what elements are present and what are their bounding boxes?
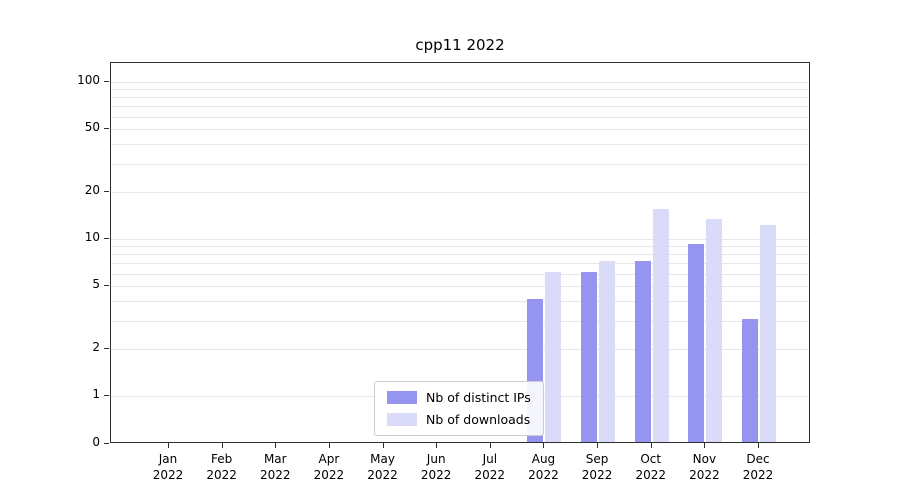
gridline-y-60 (111, 116, 809, 118)
y-tick-label-20: 20 (84, 182, 100, 197)
chart-title: cpp11 2022 (415, 36, 505, 54)
x-tick-mark-jan (168, 443, 169, 448)
gridline-y-7 (111, 263, 809, 265)
x-tick-label-dec: Dec 2022 (742, 452, 774, 482)
gridline-y-6 (111, 273, 809, 275)
gridline-y-10 (111, 239, 809, 240)
bar-downloads-oct (652, 209, 669, 442)
y-tick-mark-10 (104, 238, 109, 239)
x-tick-label-jul: Jul 2022 (474, 452, 506, 482)
x-tick-label-jun: Jun 2022 (420, 452, 452, 482)
gridline-y-40 (111, 144, 809, 146)
y-tick-mark-50 (104, 128, 109, 130)
gridline-y-3 (111, 321, 809, 323)
x-tick-mark-sep (597, 443, 599, 448)
y-tick-label-50: 50 (84, 120, 100, 135)
y-tick-mark-5 (104, 285, 109, 287)
bar-downloads-sep (599, 261, 616, 442)
x-tick-label-apr: Apr 2022 (313, 452, 345, 482)
plot-area: Nb of distinct IPs Nb of downloads (110, 62, 810, 443)
legend: Nb of distinct IPs Nb of downloads (374, 381, 544, 436)
x-tick-mark-may (382, 443, 384, 448)
legend-entry-downloads: Nb of downloads (387, 412, 531, 427)
bar-downloads-aug (545, 271, 562, 442)
y-tick-mark-20 (104, 190, 109, 192)
y-tick-label-2: 2 (92, 339, 100, 354)
bar-distinct-ips-sep (581, 271, 598, 442)
x-tick-mark-jun (436, 443, 438, 448)
x-tick-mark-apr (328, 443, 330, 448)
x-tick-mark-oct (650, 443, 652, 448)
x-tick-label-sep: Sep 2022 (581, 452, 613, 482)
bar-distinct-ips-nov (688, 244, 705, 442)
legend-swatch-distinct-ips (387, 391, 417, 404)
legend-swatch-downloads (387, 413, 417, 426)
y-tick-mark-100 (104, 81, 109, 82)
bar-distinct-ips-dec (742, 319, 758, 442)
x-tick-mark-feb (221, 443, 223, 448)
x-tick-label-nov: Nov 2022 (689, 452, 720, 482)
x-tick-mark-aug (543, 443, 545, 448)
y-tick-label-1: 1 (92, 387, 100, 401)
y-tick-label-0: 0 (92, 435, 100, 449)
x-tick-label-jan: Jan 2022 (152, 452, 184, 482)
x-tick-mark-jul (489, 443, 491, 448)
y-tick-label-5: 5 (92, 277, 100, 292)
gridline-y-80 (111, 97, 809, 99)
x-tick-mark-nov (704, 443, 706, 448)
bar-downloads-dec (760, 224, 776, 442)
gridline-y-9 (111, 246, 809, 248)
bar-distinct-ips-oct (634, 261, 651, 442)
gridline-y-30 (111, 164, 809, 166)
y-tick-mark-2 (104, 347, 109, 349)
gridline-y-90 (111, 89, 809, 91)
bar-downloads-nov (706, 219, 723, 442)
gridline-y-5 (111, 286, 809, 288)
x-tick-label-mar: Mar 2022 (259, 452, 291, 482)
legend-label-downloads: Nb of downloads (426, 412, 531, 427)
legend-label-distinct-ips: Nb of distinct IPs (426, 390, 531, 405)
legend-entry-distinct-ips: Nb of distinct IPs (387, 390, 531, 405)
gridline-y-100 (111, 82, 809, 83)
gridline-y-70 (111, 106, 809, 108)
x-tick-mark-mar (275, 443, 277, 448)
x-tick-mark-dec (758, 443, 759, 448)
y-tick-mark-0 (104, 443, 109, 444)
gridline-y-2 (111, 348, 809, 350)
x-tick-label-may: May 2022 (367, 452, 398, 482)
gridline-y-8 (111, 254, 809, 256)
y-tick-mark-1 (104, 395, 109, 396)
x-tick-label-feb: Feb 2022 (206, 452, 237, 482)
x-tick-label-aug: Aug 2022 (528, 452, 559, 482)
gridline-y-4 (111, 301, 809, 303)
gridline-y-50 (111, 129, 809, 131)
y-tick-label-100: 100 (77, 73, 100, 87)
x-tick-label-oct: Oct 2022 (635, 452, 666, 482)
gridline-y-20 (111, 191, 809, 193)
y-tick-label-10: 10 (84, 230, 100, 244)
